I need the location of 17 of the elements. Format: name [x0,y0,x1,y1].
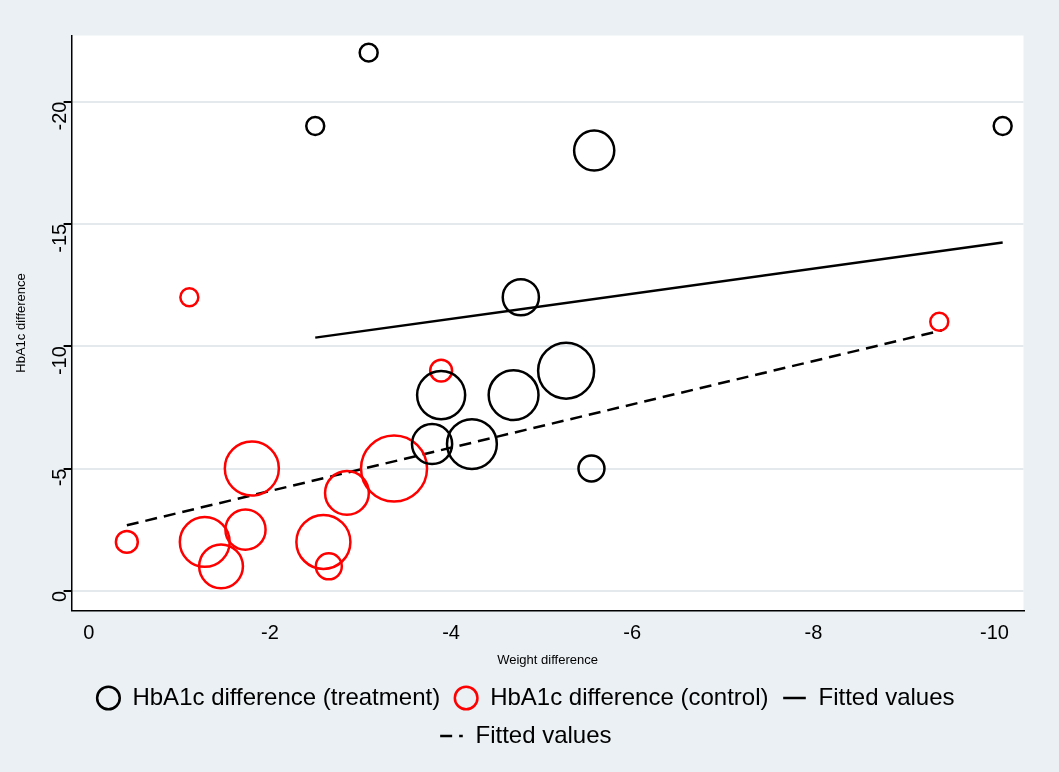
x-tick-label: -4 [442,620,460,643]
y-tick-label: -5 [48,468,71,487]
legend-label: Fitted values [475,720,612,748]
y-tick-label: 0 [48,590,71,602]
y-tick-label: -10 [48,346,71,376]
x-tick-label: -8 [804,620,823,643]
legend-label: Fitted values [818,682,955,710]
x-axis-title: Weight difference [497,651,598,667]
x-tick-label: -6 [623,620,642,643]
y-tick-label: -15 [48,223,71,253]
y-axis-title: HbA1c difference [13,273,29,373]
legend-label: HbA1c difference (control) [490,682,769,710]
y-tick-label: -20 [48,101,71,131]
legend-label: HbA1c difference (treatment) [132,682,441,710]
x-tick-label: -2 [261,620,279,643]
x-tick-label: 0 [83,620,95,643]
x-tick-label: -10 [980,620,1009,643]
